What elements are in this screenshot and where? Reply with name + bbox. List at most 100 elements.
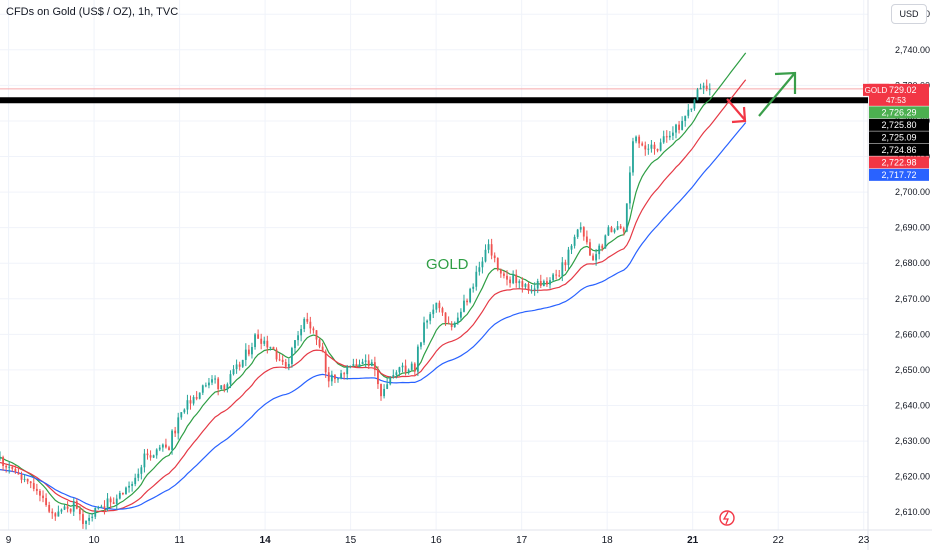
candle-body <box>404 365 407 373</box>
candle-body <box>306 318 309 322</box>
candle-body <box>39 490 41 496</box>
candle-body <box>51 511 54 514</box>
y-tick-label: 2,680.00 <box>895 258 930 268</box>
ema-blue-line <box>0 122 747 510</box>
candle-body <box>509 279 511 284</box>
candle-body <box>266 340 269 348</box>
candle-body <box>478 267 481 272</box>
candle-body <box>576 229 579 237</box>
x-tick-label: 10 <box>89 535 101 546</box>
candle-body <box>75 501 78 509</box>
moving-averages <box>0 52 747 515</box>
candle-body <box>370 362 373 367</box>
candle-body <box>297 335 299 341</box>
candle-body <box>309 321 312 329</box>
candle-body <box>241 359 244 367</box>
symbol-tag-bg <box>863 83 889 96</box>
candle-body <box>340 373 342 379</box>
price-label-bg <box>869 156 929 169</box>
candle-body <box>334 374 336 380</box>
candle-body <box>693 99 696 109</box>
candle-body <box>604 235 607 249</box>
candle-body <box>687 109 690 116</box>
candle-body <box>672 132 674 136</box>
candle-body <box>641 143 644 146</box>
candle-body <box>589 242 591 256</box>
candle-body <box>355 364 358 368</box>
candle-body <box>530 290 533 292</box>
candle-body <box>118 492 121 499</box>
candle-body <box>493 255 496 259</box>
candle-body <box>57 511 60 517</box>
candle-body <box>628 172 631 204</box>
candle-body <box>708 88 711 90</box>
candle-body <box>321 346 324 352</box>
candle-body <box>281 359 284 362</box>
candle-body <box>453 322 456 328</box>
candle-body <box>570 245 573 250</box>
price-label: 2,722.98 <box>881 157 916 167</box>
price-label-bg <box>869 118 929 131</box>
candle-body <box>527 284 530 291</box>
candle-body <box>659 142 662 151</box>
candle-body <box>601 245 604 249</box>
candle-body <box>389 377 392 385</box>
candle-body <box>174 430 177 434</box>
trend-arrows <box>726 71 797 124</box>
candle-body <box>106 498 109 509</box>
price-label-bg <box>869 143 929 156</box>
candle-body <box>121 492 124 495</box>
candle-body <box>251 347 253 355</box>
candle-body <box>506 275 508 280</box>
candle-body <box>466 300 468 303</box>
candle-body <box>161 444 164 448</box>
candle-body <box>8 466 11 468</box>
candle-body <box>401 365 404 368</box>
x-tick-label: 17 <box>516 535 528 546</box>
time-axis[interactable]: 9 10 11 14 15 16 17 18 21 22 23 <box>6 535 870 546</box>
y-tick-label: 2,700.00 <box>895 187 930 197</box>
candle-body <box>287 363 290 367</box>
candle-body <box>613 229 616 233</box>
candle-body <box>229 374 232 385</box>
candle-body <box>668 135 671 138</box>
x-tick-label: 18 <box>602 535 614 546</box>
event-icon[interactable] <box>719 510 735 526</box>
y-tick-label: 2,670.00 <box>895 294 930 304</box>
candle-body <box>546 281 548 285</box>
candle-body <box>678 124 680 130</box>
candle-body <box>380 384 382 397</box>
chart-title: CFDs on Gold (US$ / OZ), 1h, TVC <box>6 6 179 18</box>
candle-body <box>542 281 545 286</box>
up-arrow-head <box>774 71 797 94</box>
x-tick-label: 15 <box>345 535 357 546</box>
candle-body <box>125 487 127 495</box>
y-tick-label: 2,610.00 <box>895 507 930 517</box>
candle-body <box>152 455 155 458</box>
candle-body <box>622 228 625 232</box>
y-tick-label: 2,640.00 <box>895 401 930 411</box>
candle-body <box>423 322 425 343</box>
candle-body <box>131 484 134 486</box>
candle-body <box>17 472 20 475</box>
currency-button[interactable]: USD <box>891 4 927 24</box>
candle-body <box>72 501 75 512</box>
candle-body <box>78 508 81 515</box>
down-arrow-head <box>731 106 747 124</box>
candle-body <box>524 284 527 287</box>
candle-body <box>610 227 613 233</box>
candle-body <box>463 300 465 312</box>
candle-body <box>416 346 419 372</box>
candle-body <box>364 360 367 362</box>
candle-body <box>284 361 287 367</box>
x-tick-label: 16 <box>431 535 443 546</box>
candle-body <box>585 236 588 243</box>
candle-body <box>14 468 17 473</box>
candle-body <box>665 136 668 138</box>
price-label: 2,725.80 <box>881 120 916 130</box>
candle-body <box>85 520 87 524</box>
candle-body <box>189 400 192 404</box>
candle-body <box>696 89 699 100</box>
candle-body <box>447 322 450 324</box>
